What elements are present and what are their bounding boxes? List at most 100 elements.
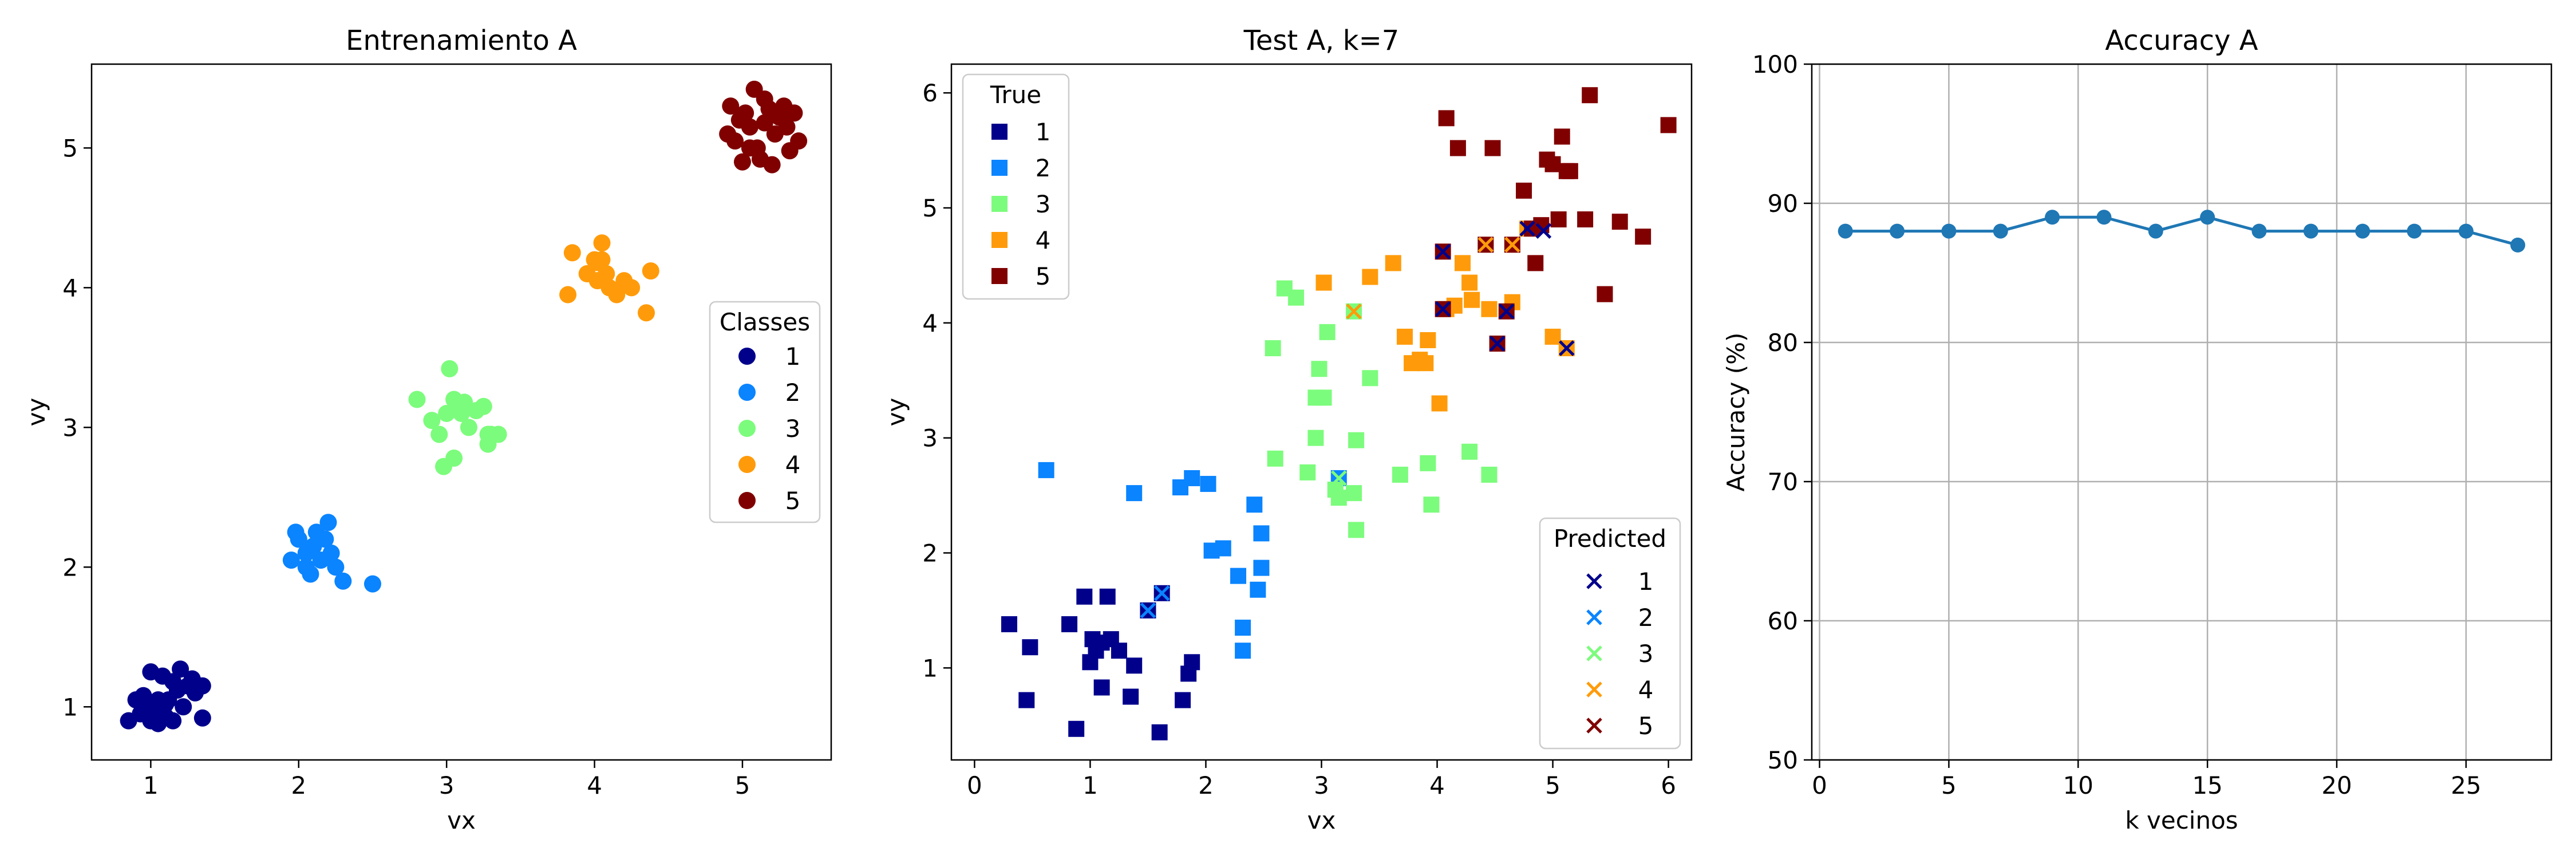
- x-tick-label: 20: [2321, 771, 2352, 799]
- legend-label: 1: [1036, 118, 1051, 146]
- prediction-marker-class-2: [1153, 585, 1170, 601]
- accuracy-point: [2148, 223, 2163, 239]
- legend-label: 3: [785, 415, 801, 443]
- train-point-class-2: [322, 544, 340, 562]
- train-point-class-2: [364, 575, 381, 593]
- accuracy-point: [2510, 237, 2526, 253]
- train-point-class-5: [737, 104, 754, 122]
- legend-marker: [991, 232, 1008, 248]
- prediction-marker-class-2: [1140, 602, 1156, 618]
- test-point-true-class-5: [1577, 211, 1594, 228]
- legend-marker: [738, 456, 756, 473]
- test-point-true-class-2: [1246, 497, 1263, 513]
- accuracy-point: [2407, 223, 2422, 239]
- x-tick-label: 3: [1314, 771, 1329, 799]
- legend-title: True: [990, 81, 1041, 109]
- y-tick-label: 2: [922, 539, 938, 568]
- test-point-true-class-4: [1396, 328, 1413, 345]
- train-point-class-1: [193, 677, 211, 695]
- accuracy-line: [1845, 215, 2518, 247]
- x-stroke: [1435, 243, 1451, 260]
- test-point-true-class-4: [1315, 274, 1332, 291]
- x-tick-label: 0: [967, 771, 982, 799]
- legend-label: 5: [1638, 712, 1654, 740]
- x-stroke: [1435, 301, 1451, 317]
- chart-title: Entrenamiento A: [346, 25, 577, 57]
- test-point-true-class-3: [1348, 432, 1365, 448]
- train-point-class-3: [441, 360, 459, 377]
- x-stroke: [1477, 237, 1494, 253]
- train-point-class-5: [756, 114, 773, 132]
- x-stroke: [1586, 645, 1602, 661]
- test-point-true-class-4: [1362, 269, 1378, 285]
- legend-classes: [709, 301, 821, 523]
- y-tick-label: 4: [62, 274, 78, 302]
- test-point-true-class-4: [1385, 255, 1401, 271]
- x-tick-label: 5: [1545, 771, 1560, 799]
- legend-marker: [738, 420, 756, 437]
- test-point-true-class-3: [1348, 522, 1365, 538]
- test-point-true-class-3: [1267, 450, 1283, 467]
- legend-label: 2: [1036, 154, 1051, 182]
- y-tick-label: 5: [62, 134, 78, 162]
- legend-marker: [991, 160, 1008, 176]
- accuracy-point: [1890, 223, 1905, 239]
- test-point-true-class-5: [1597, 286, 1613, 302]
- train-point-class-2: [302, 565, 319, 583]
- accuracy-point: [1838, 223, 1853, 239]
- y-tick-label: 1: [62, 693, 78, 721]
- test-point-true-class-3: [1392, 466, 1408, 483]
- x-stroke: [1331, 470, 1347, 486]
- train-point-class-4: [588, 254, 606, 271]
- test-point-true-class-4: [1464, 291, 1480, 308]
- train-point-class-1: [157, 695, 175, 713]
- prediction-marker-class-4: [1504, 237, 1520, 253]
- test-point-true-class-1: [1061, 616, 1078, 633]
- test-point-true-class-3: [1481, 466, 1498, 483]
- legend-marker: [991, 124, 1008, 140]
- train-point-class-2: [319, 514, 337, 531]
- test-point-true-class-3: [1319, 324, 1336, 340]
- test-point-true-class-5: [1562, 163, 1578, 179]
- y-tick-label: 50: [1768, 746, 1798, 774]
- test-point-true-class-2: [1250, 581, 1266, 598]
- legend-label: 1: [1638, 568, 1654, 596]
- accuracy-point: [2303, 223, 2318, 239]
- train-point-class-4: [559, 286, 577, 304]
- accuracy-point: [2251, 223, 2267, 239]
- accuracy-point: [1993, 223, 2008, 239]
- legend-title: Predicted: [1554, 525, 1666, 553]
- legend-marker: [991, 196, 1008, 212]
- prediction-marker-class-1: [1489, 336, 1506, 352]
- test-point-true-class-3: [1423, 497, 1440, 513]
- train-point-class-4: [642, 262, 659, 280]
- x-stroke: [1559, 340, 1575, 356]
- train-point-class-1: [172, 660, 189, 678]
- legend-marker: [991, 268, 1008, 284]
- x-tick-label: 15: [2192, 771, 2222, 799]
- test-point-true-class-2: [1235, 620, 1251, 636]
- test-point-true-class-4: [1544, 328, 1561, 345]
- chart-title: Accuracy A: [2105, 25, 2258, 57]
- x-stroke: [1346, 304, 1362, 320]
- x-tick-label: 10: [2063, 771, 2093, 799]
- test-point-true-class-3: [1461, 443, 1478, 460]
- train-point-class-5: [733, 153, 751, 171]
- legend-label: 2: [1638, 604, 1654, 632]
- test-point-true-class-5: [1582, 87, 1598, 104]
- y-tick-label: 100: [1752, 50, 1798, 78]
- test-point-true-class-3: [1362, 370, 1378, 387]
- test-point-true-class-1: [1126, 657, 1143, 674]
- train-point-class-4: [563, 244, 581, 262]
- train-point-class-5: [763, 156, 781, 174]
- legend-label: 5: [1036, 262, 1051, 290]
- train-point-class-2: [282, 551, 300, 569]
- x-tick-label: 3: [439, 771, 455, 799]
- x-tick-label: 5: [735, 771, 750, 799]
- legend-marker: [1586, 609, 1602, 625]
- test-point-true-class-3: [1420, 455, 1436, 471]
- train-point-class-1: [164, 712, 182, 730]
- y-tick-label: 5: [922, 194, 938, 222]
- legend-title: Classes: [720, 308, 810, 336]
- test-point-true-class-4: [1420, 332, 1436, 348]
